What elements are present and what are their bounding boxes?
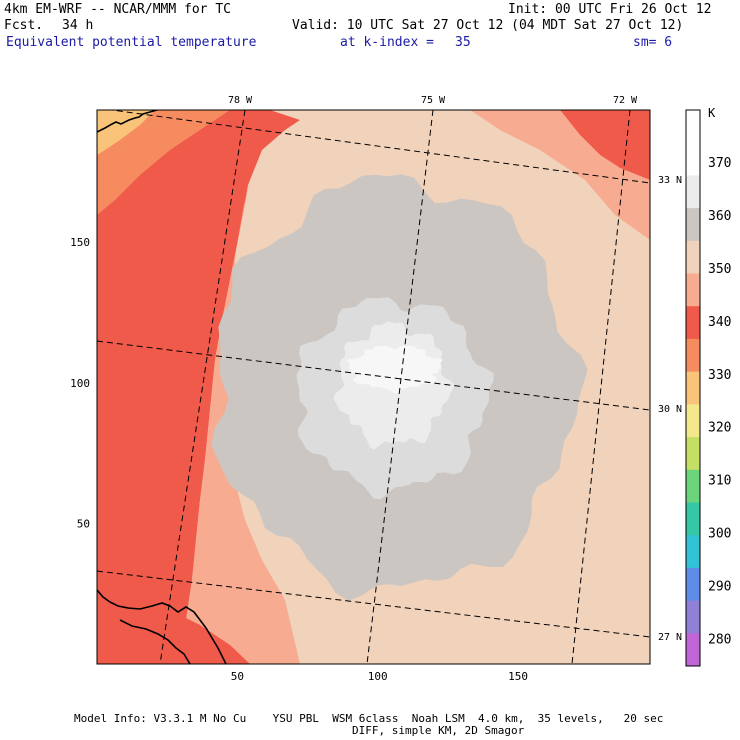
forecast-hour: 34 h bbox=[62, 18, 94, 33]
y-tick-label: 100 bbox=[70, 377, 90, 390]
colorbar-tick-label: 350 bbox=[708, 262, 731, 277]
x-tick-label: 50 bbox=[231, 670, 244, 683]
lon-75w-line bbox=[366, 110, 434, 664]
region-nw-tip bbox=[97, 110, 155, 155]
level-label: at k-index = bbox=[340, 35, 434, 50]
colorbar-segment bbox=[686, 567, 700, 602]
lon-78w-line bbox=[159, 110, 246, 664]
x-tick-label: 150 bbox=[508, 670, 528, 683]
model-info-diffusion: DIFF, simple KM, 2D Smagor bbox=[352, 724, 525, 737]
plot-frame bbox=[96, 109, 651, 665]
colorbar-segment bbox=[686, 404, 700, 438]
colorbar-segment bbox=[686, 175, 700, 209]
init-time: Init: 00 UTC Fri 26 Oct 12 bbox=[508, 2, 712, 17]
smoothing-label: sm= 6 bbox=[633, 35, 673, 50]
valid-time: Valid: 10 UTC Sat 27 Oct 12 (04 MDT Sat … bbox=[292, 18, 684, 33]
y-tick-labels: 50 100 150 bbox=[70, 236, 90, 530]
colorbar-segment bbox=[686, 633, 700, 667]
field-name: Equivalent potential temperature bbox=[6, 35, 257, 50]
colorbar-ticks: 280 290 300 310 320 330 340 350 360 370 bbox=[708, 156, 731, 648]
colorbar-segment bbox=[686, 208, 700, 242]
lat-33n-line bbox=[108, 110, 650, 184]
field-layers bbox=[97, 110, 650, 664]
colorbar-tick-label: 280 bbox=[708, 633, 731, 648]
longitude-label: 72 W bbox=[613, 95, 638, 106]
lat-30n-line bbox=[97, 340, 650, 411]
colorbar-segment bbox=[686, 338, 700, 373]
colorbar-segment bbox=[686, 110, 700, 144]
latitude-label: 33 N bbox=[658, 175, 682, 186]
longitude-label: 75 W bbox=[421, 95, 446, 106]
colorbar-segment bbox=[686, 371, 700, 405]
colorbar-tick-label: 330 bbox=[708, 368, 731, 383]
colorbar-tick-label: 340 bbox=[708, 315, 731, 330]
colorbar-segment bbox=[686, 273, 700, 307]
latitude-labels: 33 N 30 N 27 N bbox=[658, 175, 682, 643]
model-info: Model Info: V3.3.1 M No Cu YSU PBL WSM 6… bbox=[74, 712, 664, 725]
lat-27n-line bbox=[97, 570, 650, 638]
colorbar-segment bbox=[686, 535, 700, 569]
graticule bbox=[97, 110, 650, 664]
colorbar-segment bbox=[686, 469, 700, 503]
region-west-band bbox=[97, 110, 300, 664]
colorbar-frame bbox=[685, 109, 701, 667]
region-nw-corner bbox=[97, 110, 230, 215]
coast-sw bbox=[97, 589, 227, 664]
colorbar-segment bbox=[686, 437, 700, 471]
colorbar-tick-label: 300 bbox=[708, 527, 731, 542]
model-title: 4km EM-WRF -- NCAR/MMM for TC bbox=[4, 2, 231, 17]
region-ne-salmon bbox=[470, 110, 650, 240]
x-tick-label: 100 bbox=[368, 670, 388, 683]
colorbar bbox=[685, 109, 701, 667]
y-tick-label: 50 bbox=[77, 517, 90, 530]
coast-nw bbox=[97, 110, 158, 133]
y-tick-label: 150 bbox=[70, 236, 90, 249]
colorbar-unit: K bbox=[708, 106, 716, 120]
lon-72w-line bbox=[571, 110, 631, 664]
coastline bbox=[97, 110, 227, 664]
coast-sw-inner bbox=[119, 619, 191, 664]
colorbar-tick-label: 290 bbox=[708, 580, 731, 595]
region-west-salmon bbox=[178, 180, 300, 664]
x-tick-labels: 50 100 150 bbox=[231, 670, 528, 683]
latitude-label: 30 N bbox=[658, 404, 682, 415]
latitude-label: 27 N bbox=[658, 632, 682, 643]
colorbar-segment bbox=[686, 240, 700, 274]
region-ne-band bbox=[560, 110, 650, 180]
colorbar-tick-label: 320 bbox=[708, 421, 731, 436]
forecast-label: Fcst. bbox=[4, 18, 44, 33]
colorbar-segment bbox=[686, 600, 700, 634]
colorbar-segment bbox=[686, 142, 700, 176]
level-value: 35 bbox=[455, 35, 471, 50]
colorbar-tick-label: 360 bbox=[708, 209, 731, 224]
colorbar-segment bbox=[686, 306, 700, 340]
colorbar-tick-label: 370 bbox=[708, 156, 731, 171]
colorbar-tick-label: 310 bbox=[708, 474, 731, 489]
longitude-labels: 78 W 75 W 72 W bbox=[228, 95, 638, 106]
longitude-label: 78 W bbox=[228, 95, 253, 106]
colorbar-segment bbox=[686, 502, 700, 536]
